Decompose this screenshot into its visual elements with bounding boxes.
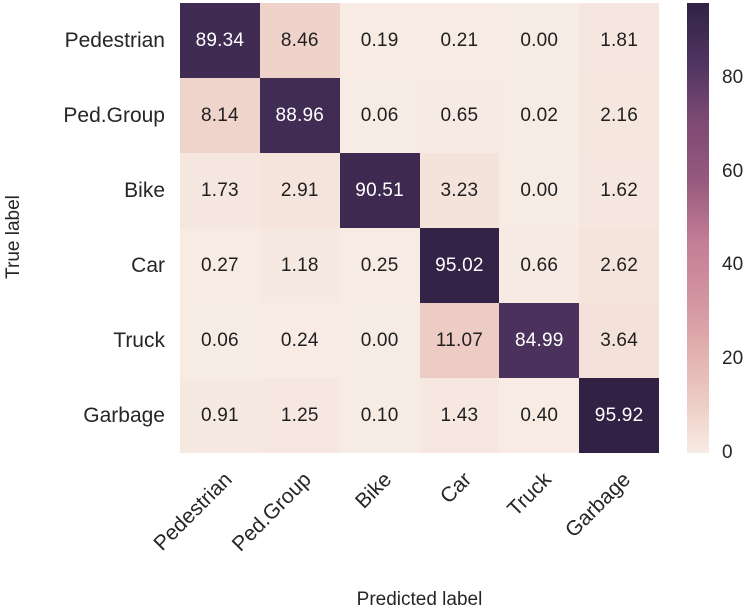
heatmap-cell: 0.27 xyxy=(180,228,260,303)
y-tick-label: Ped.Group xyxy=(63,104,165,127)
colorbar-tick-label: 0 xyxy=(722,442,733,463)
heatmap-cell: 0.91 xyxy=(180,378,260,453)
heatmap-cell: 0.06 xyxy=(339,78,420,153)
heatmap-cell: 0.24 xyxy=(259,303,340,378)
heatmap-cell: 0.40 xyxy=(499,378,580,453)
x-tick-label: Ped.Group xyxy=(227,468,317,557)
heatmap-cell: 0.65 xyxy=(419,78,500,153)
y-tick-label: Bike xyxy=(124,179,165,202)
colorbar-tick-label: 20 xyxy=(722,348,744,370)
colorbar xyxy=(687,3,709,453)
colorbar-tick-label: 60 xyxy=(722,160,744,182)
heatmap-cell: 3.64 xyxy=(579,303,659,378)
heatmap-cell: 0.66 xyxy=(499,228,580,303)
x-tick-label: Pedestrian xyxy=(148,468,237,556)
heatmap-cell: 2.91 xyxy=(259,153,340,228)
heatmap-cell: 95.02 xyxy=(419,228,500,303)
x-tick-label: Garbage xyxy=(561,468,636,543)
x-axis-title: Predicted label xyxy=(356,589,483,610)
heatmap-cell: 11.07 xyxy=(419,303,500,378)
heatmap-cell: 8.14 xyxy=(180,78,260,153)
y-tick-label: Car xyxy=(131,254,165,277)
heatmap-cell: 0.19 xyxy=(339,3,420,78)
heatmap-cell: 1.18 xyxy=(259,228,340,303)
colorbar-tick-label: 40 xyxy=(722,254,744,276)
y-tick-label: Truck xyxy=(113,329,165,352)
y-tick-label: Garbage xyxy=(83,404,165,427)
heatmap-cell: 0.21 xyxy=(419,3,500,78)
heatmap-cell: 8.46 xyxy=(259,3,340,78)
colorbar-tick-label: 80 xyxy=(722,66,744,88)
heatmap-cell: 0.10 xyxy=(339,378,420,453)
y-tick-label: Pedestrian xyxy=(64,29,165,52)
heatmap-cell: 0.06 xyxy=(180,303,260,378)
x-tick-label: Truck xyxy=(502,468,556,521)
heatmap-cell: 1.73 xyxy=(180,153,260,228)
heatmap-cell: 1.25 xyxy=(259,378,340,453)
heatmap-cell: 0.02 xyxy=(499,78,580,153)
heatmap-cell: 90.51 xyxy=(339,153,420,228)
heatmap-cell: 0.00 xyxy=(499,153,580,228)
heatmap-cell: 0.00 xyxy=(339,303,420,378)
heatmap-cell: 84.99 xyxy=(499,303,580,378)
heatmap-cell: 0.00 xyxy=(499,3,580,78)
x-tick-label: Bike xyxy=(350,468,396,514)
heatmap-cell: 2.16 xyxy=(579,78,659,153)
heatmap-cell: 1.81 xyxy=(579,3,659,78)
heatmap-grid: 89.34 8.46 0.19 0.21 0.00 1.81 8.14 88.96 0.06 0.… xyxy=(180,3,659,453)
x-tick-label: Car xyxy=(435,468,476,509)
heatmap-cell: 1.43 xyxy=(419,378,500,453)
heatmap-cell: 89.34 xyxy=(180,3,260,78)
heatmap-cell: 1.62 xyxy=(579,153,659,228)
heatmap-cell: 95.92 xyxy=(579,378,659,453)
heatmap-cell: 2.62 xyxy=(579,228,659,303)
heatmap-cell: 0.25 xyxy=(339,228,420,303)
heatmap-cell: 3.23 xyxy=(419,153,500,228)
heatmap-cell: 88.96 xyxy=(259,78,340,153)
